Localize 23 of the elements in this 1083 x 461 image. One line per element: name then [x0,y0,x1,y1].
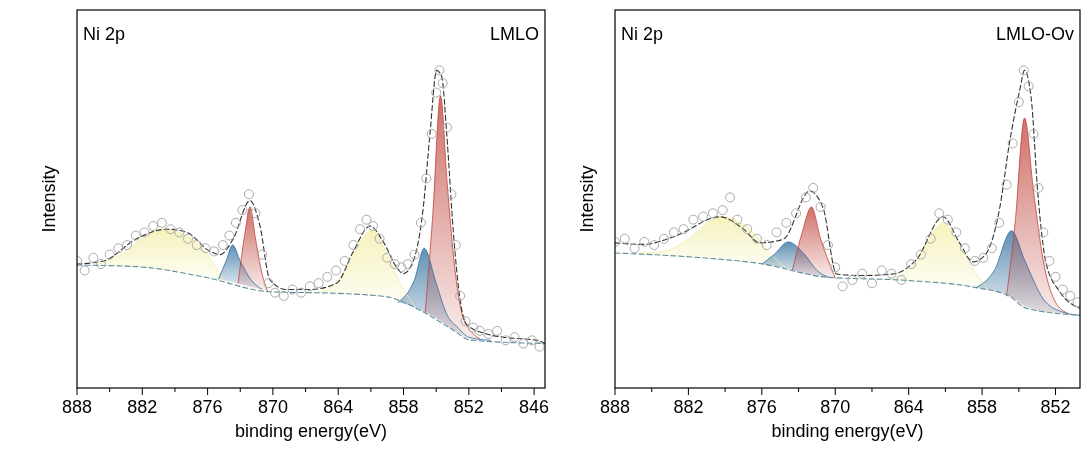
x-tick-label: 888 [61,397,93,417]
x-axis-title: binding energy(eV) [234,421,388,441]
x-tick-label: 876 [746,397,777,417]
x-tick-label: 852 [453,397,484,417]
x-tick-label: 888 [599,397,631,417]
x-axis-title: binding energy(eV) [771,421,924,441]
text: Ni 2p [621,24,664,44]
text: LMLO [489,24,539,44]
x-tick-label: 864 [893,397,924,417]
x-tick-label: 852 [1040,397,1071,417]
x-tick-label: 870 [257,397,288,417]
x-tick-label: 870 [820,397,851,417]
text: Ni 2p [83,24,126,44]
y-axis-title: Intensity [39,165,59,233]
x-tick-label: 876 [192,397,223,417]
x-tick-label: 864 [323,397,354,417]
x-tick-label: 858 [388,397,419,417]
x-tick-label: 882 [127,397,158,417]
y-axis-title: Intensity [577,165,597,233]
text: LMLO-Ov [995,24,1074,44]
x-tick-label: 858 [967,397,998,417]
x-tick-label: 882 [673,397,704,417]
x-tick-label: 846 [519,397,550,417]
